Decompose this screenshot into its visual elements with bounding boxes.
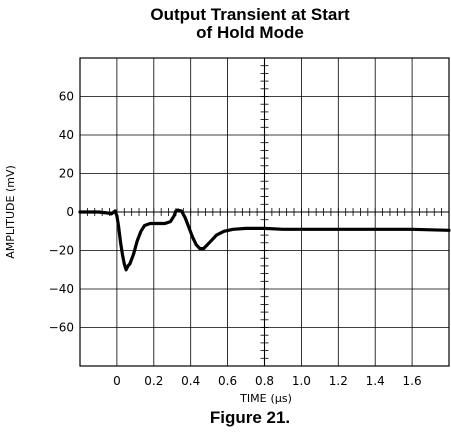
- y-tick-label: 60: [59, 90, 74, 104]
- y-tick-label: 0: [66, 205, 74, 219]
- x-tick-label: 1.4: [366, 374, 385, 388]
- x-axis-label-text: TIME: [239, 392, 266, 405]
- figure-caption: Figure 21.: [209, 408, 291, 427]
- y-tick-label: 40: [59, 128, 74, 142]
- x-axis-label-unit: (μs): [271, 392, 292, 405]
- chart-title-line2: of Hold Mode: [196, 23, 304, 42]
- x-tick-label: 0.8: [255, 374, 274, 388]
- y-tick-label: −20: [49, 244, 74, 258]
- x-tick-label: 0.4: [181, 374, 200, 388]
- chart-title: Output Transient at Start: [150, 5, 350, 24]
- series-line: [78, 208, 451, 272]
- y-tick-label: 20: [59, 167, 74, 181]
- y-tick-label: −40: [49, 282, 74, 296]
- x-tick-label: 1.0: [292, 374, 311, 388]
- x-tick-label: 1.2: [329, 374, 348, 388]
- x-tick-labels: 0 0.2 0.4 0.6 0.8 1.0 1.2 1.4 1.6: [113, 374, 422, 388]
- x-tick-label: 0.6: [218, 374, 237, 388]
- x-tick-label: 0: [113, 374, 121, 388]
- y-axis-label: AMPLITUDE (mV): [4, 165, 17, 259]
- x-axis-label: TIME (μs): [239, 392, 292, 405]
- y-tick-label: −60: [49, 321, 74, 335]
- y-tick-labels: 60 40 20 0 −20 −40 −60: [49, 90, 74, 335]
- x-tick-label: 1.6: [403, 374, 422, 388]
- x-tick-label: 0.2: [144, 374, 163, 388]
